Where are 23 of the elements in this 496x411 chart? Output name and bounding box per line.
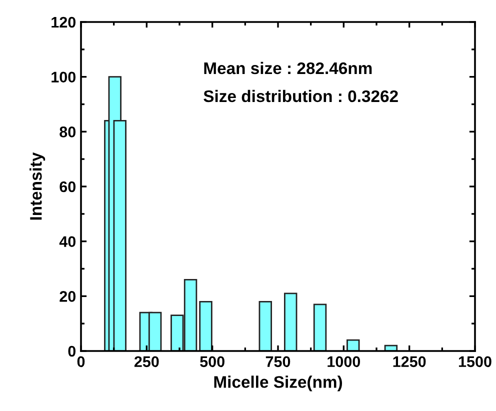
x-tick-label: 250 xyxy=(134,356,159,368)
x-tick-label: 1500 xyxy=(458,356,492,368)
bar xyxy=(199,300,212,351)
x-tick-label: 500 xyxy=(200,356,224,368)
annotation: Mean size : 282.46nm xyxy=(204,62,372,74)
bar xyxy=(284,292,298,351)
x-axis-title: Micelle Size(nm) xyxy=(214,376,342,392)
y-tick-label: 20 xyxy=(60,291,76,302)
x-tick-label: 0 xyxy=(77,356,85,368)
bar xyxy=(313,304,327,351)
y-tick-label: 60 xyxy=(60,181,76,192)
y-tick-label: 40 xyxy=(59,236,76,248)
y-tick-label: 100 xyxy=(52,72,76,83)
x-tick-label: 1250 xyxy=(393,356,426,368)
x-tick-label: 750 xyxy=(266,356,290,368)
y-tick-label: 0 xyxy=(68,346,76,357)
y-axis-title: Intensity xyxy=(30,152,46,220)
annotation: Size distribution : 0.3262 xyxy=(204,90,398,102)
y-tick-label: 120 xyxy=(52,16,76,28)
bar xyxy=(258,300,272,351)
bar xyxy=(346,339,360,351)
y-tick-label: 80 xyxy=(60,126,76,138)
x-tick-label: 1000 xyxy=(328,356,360,368)
